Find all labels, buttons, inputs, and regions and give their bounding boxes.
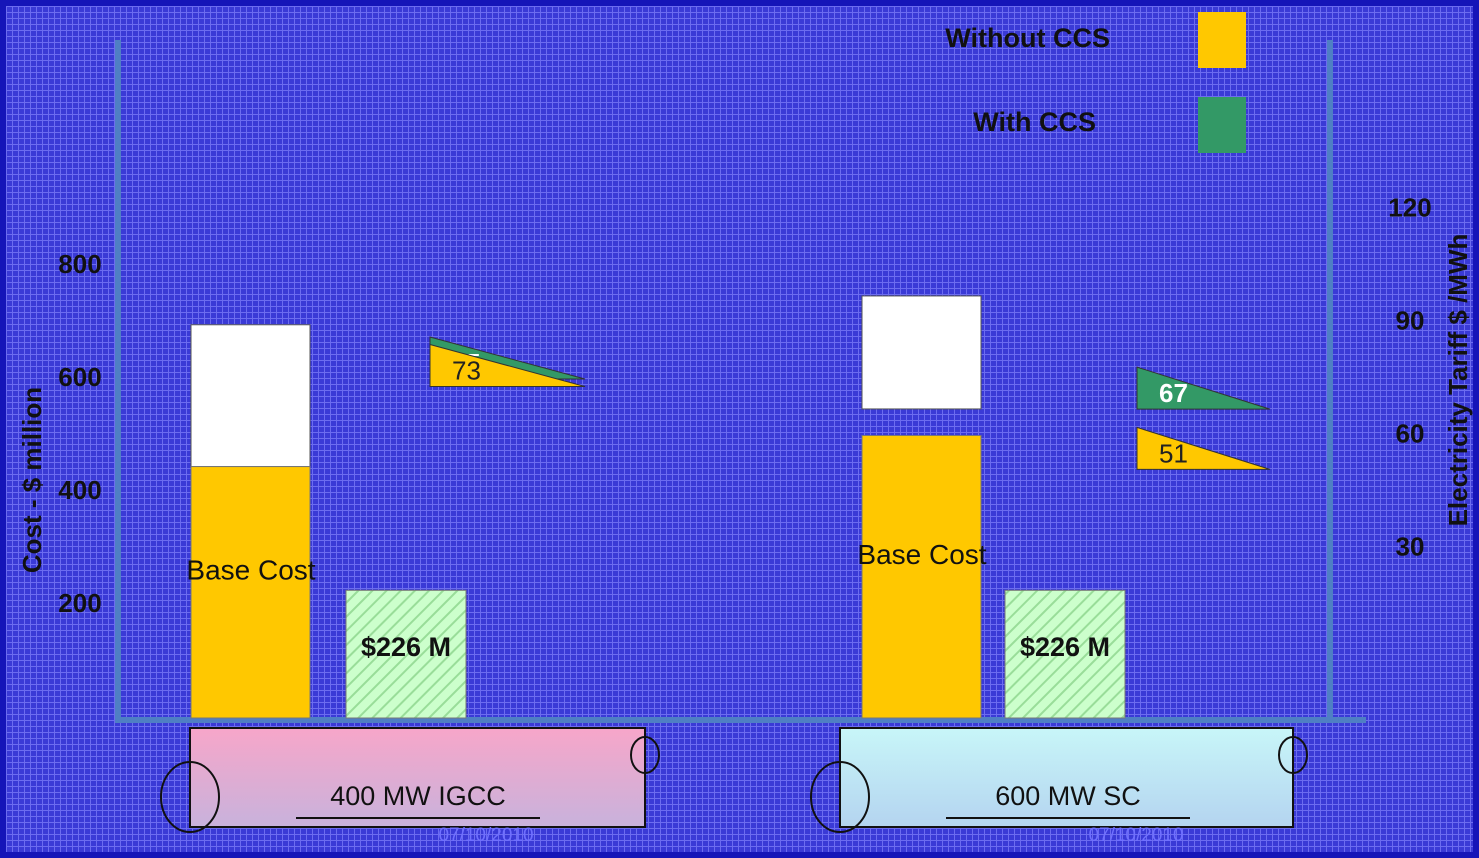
legend-label: Without CCS [945,23,1110,53]
scroll-end [160,761,220,833]
pennant [1136,426,1271,470]
y2-tick-label: 120 [1388,192,1431,222]
value-label: 51 [1159,438,1188,468]
bar [861,435,982,719]
category-label: 400 MW IGCC [330,781,506,811]
y-tick-label: 800 [58,249,101,279]
date: 07/10/2010 [1088,825,1183,846]
scroll-end [1278,736,1308,774]
bar [1004,589,1126,719]
value-label: 67 [1159,378,1188,408]
y2-tick-label: 30 [1396,531,1425,561]
legend-swatch [1198,97,1246,153]
pennant [429,343,586,388]
value-label: 73 [452,355,481,385]
bar [345,589,467,719]
value-label: $226 M [1020,632,1110,662]
value-label: $226 M [361,632,451,662]
category-label: 600 MW SC [995,781,1141,811]
y-tick-label: 600 [58,362,101,392]
scroll-end [630,736,660,774]
category-box [839,727,1294,828]
y-axis-label: Cost - $ million [17,387,47,573]
y2-tick-label: 60 [1396,418,1425,448]
scroll-end [810,761,870,833]
bar [190,466,311,719]
y-tick-label: 400 [58,475,101,505]
axes [115,40,1366,723]
bar-segment [190,324,311,468]
bar-label: Base Cost [186,555,315,586]
pennant [1136,366,1271,410]
y2-axis-label: Electricity Tariff $ /MWh [1443,234,1473,527]
legend-label: With CCS [973,107,1096,137]
bar-label: Base Cost [857,539,986,570]
bar-segment [861,295,982,410]
date: 07/10/2010 [438,825,533,846]
legend-swatch [1198,12,1246,68]
y2-tick-label: 90 [1396,305,1425,335]
y-tick-label: 200 [58,588,101,618]
category-box [189,727,646,828]
